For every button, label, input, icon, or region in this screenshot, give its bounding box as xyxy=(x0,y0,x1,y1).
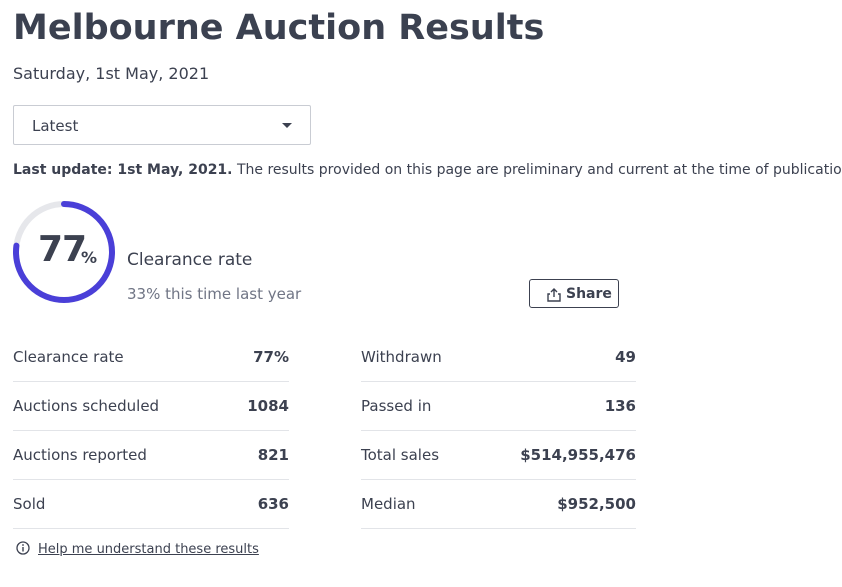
stats-row: Passed in 136 xyxy=(361,382,636,431)
stat-label: Clearance rate xyxy=(13,348,124,366)
gauge-arc xyxy=(13,201,115,303)
stat-label: Auctions reported xyxy=(13,446,147,464)
stat-value: 49 xyxy=(615,348,636,366)
update-text: The results provided on this page are pr… xyxy=(236,162,842,178)
stat-value: 1084 xyxy=(247,397,289,415)
stat-value: $514,955,476 xyxy=(520,446,636,464)
help-link[interactable]: Help me understand these results xyxy=(16,541,259,559)
stat-value: 821 xyxy=(257,446,289,464)
update-note: Last update: 1st May, 2021. The results … xyxy=(13,162,842,178)
dropdown[interactable]: Latest xyxy=(13,105,311,145)
stat-label: Sold xyxy=(13,495,46,513)
stats-row: Median $952,500 xyxy=(361,480,636,529)
stats-row: Clearance rate 77% xyxy=(13,333,289,382)
stats-row: Total sales $514,955,476 xyxy=(361,431,636,480)
gauge-value: 77 xyxy=(38,229,87,270)
share-icon xyxy=(547,288,561,302)
stat-label: Passed in xyxy=(361,397,432,415)
stats-row: Withdrawn 49 xyxy=(361,333,636,382)
share-button[interactable]: Share xyxy=(529,279,619,308)
dropdown-arrow xyxy=(282,123,292,128)
stat-label: Median xyxy=(361,495,416,513)
stat-label: Withdrawn xyxy=(361,348,442,366)
stat-label: Auctions scheduled xyxy=(13,397,160,415)
date: Saturday, 1st May, 2021 xyxy=(13,64,210,83)
dropdown-value: Latest xyxy=(32,117,79,135)
page-title: Melbourne Auction Results xyxy=(13,8,545,48)
gauge-comparison: 33% this time last year xyxy=(127,285,302,303)
stat-value: 77% xyxy=(253,348,289,366)
info-icon xyxy=(16,541,30,555)
stats-row: Auctions reported 821 xyxy=(13,431,289,480)
update-label: Last update: 1st May, 2021. xyxy=(13,162,233,178)
gauge-unit: % xyxy=(81,248,98,267)
stat-label: Total sales xyxy=(361,446,440,464)
gauge-label: Clearance rate xyxy=(127,250,253,270)
gauge xyxy=(13,201,115,303)
stats-row: Auctions scheduled 1084 xyxy=(13,382,289,431)
help-text: Help me understand these results xyxy=(38,542,259,557)
stats-row: Sold 636 xyxy=(13,480,289,529)
share-label: Share xyxy=(566,286,612,302)
stat-value: 136 xyxy=(604,397,636,415)
stat-value: $952,500 xyxy=(557,495,636,513)
stat-value: 636 xyxy=(257,495,289,513)
